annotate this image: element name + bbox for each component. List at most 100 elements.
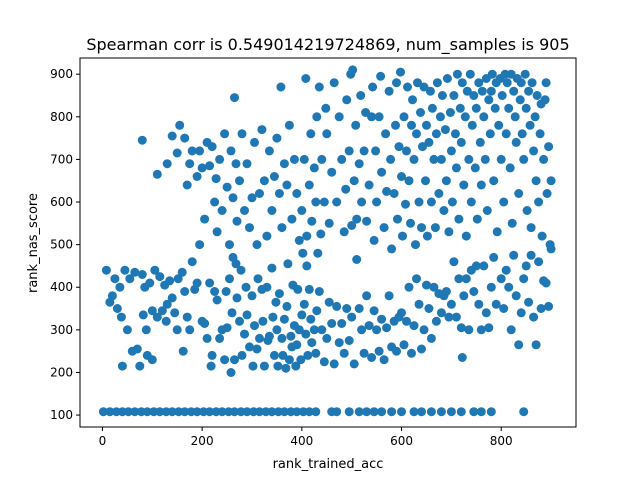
data-point-102 (206, 361, 216, 371)
data-point-258 (526, 250, 536, 260)
data-point-99 (200, 319, 210, 328)
data-point-78 (152, 312, 162, 322)
data-point-350 (347, 221, 357, 230)
data-point-195 (369, 306, 379, 316)
data-point-9 (155, 407, 165, 417)
data-point-178 (327, 319, 337, 328)
data-point-52 (486, 407, 496, 417)
data-point-97 (195, 240, 205, 250)
data-point-366 (372, 197, 382, 207)
data-point-312 (272, 133, 282, 143)
data-point-123 (242, 310, 252, 320)
data-point-285 (211, 174, 221, 184)
data-point-70 (138, 310, 148, 320)
data-point-321 (292, 189, 302, 198)
data-point-190 (357, 325, 367, 335)
data-point-448 (479, 112, 489, 122)
data-point-1 (105, 407, 115, 417)
data-point-193 (364, 321, 374, 331)
data-point-469 (505, 163, 515, 173)
data-point-38 (354, 407, 364, 417)
data-point-240 (479, 261, 489, 271)
data-point-116 (231, 259, 241, 269)
data-point-0 (98, 407, 108, 417)
chart-title: Spearman corr is 0.549014219724869, num_… (86, 35, 569, 55)
data-point-186 (347, 312, 357, 322)
data-point-486 (526, 223, 536, 233)
data-point-278 (195, 146, 205, 156)
data-point-181 (334, 338, 344, 348)
y-tick-label-100: 100 (50, 408, 73, 422)
data-point-160 (297, 310, 307, 320)
data-point-84 (165, 276, 175, 286)
data-point-29 (279, 407, 289, 417)
data-point-293 (228, 193, 238, 203)
data-point-229 (454, 274, 464, 284)
data-point-379 (393, 214, 402, 224)
data-point-147 (281, 363, 291, 373)
data-point-383 (398, 231, 407, 241)
data-point-308 (262, 231, 272, 241)
data-point-219 (429, 282, 439, 292)
data-point-347 (342, 95, 352, 105)
data-point-279 (197, 163, 207, 173)
data-point-51 (476, 407, 486, 417)
data-point-319 (287, 214, 297, 224)
data-point-213 (414, 299, 424, 309)
data-point-62 (120, 265, 130, 275)
data-point-36 (332, 407, 342, 417)
data-point-454 (486, 86, 496, 96)
data-point-432 (459, 180, 469, 190)
data-point-387 (403, 82, 412, 92)
data-point-468 (504, 103, 514, 113)
data-point-167 (306, 314, 316, 324)
data-point-183 (339, 348, 349, 358)
data-point-117 (232, 293, 242, 303)
data-point-497 (540, 95, 550, 105)
data-point-251 (509, 250, 519, 260)
data-point-345 (339, 227, 349, 237)
data-point-173 (314, 287, 324, 296)
x-tick-label-200: 200 (191, 434, 214, 448)
data-point-19 (217, 407, 227, 417)
data-point-331 (311, 197, 321, 207)
data-point-92 (182, 312, 192, 322)
data-point-260 (531, 340, 541, 350)
data-point-11 (167, 407, 177, 417)
data-point-502 (546, 176, 556, 186)
data-point-298 (237, 129, 247, 139)
data-point-484 (524, 86, 534, 96)
data-point-338 (322, 129, 332, 139)
data-point-33 (304, 407, 314, 417)
data-point-185 (344, 336, 354, 345)
data-point-262 (536, 304, 546, 313)
data-point-242 (484, 323, 494, 333)
data-point-168 (307, 338, 317, 348)
data-point-314 (276, 82, 286, 92)
x-axis-ticks: 0 200 400 600 800 (99, 427, 513, 448)
x-tick-label-0: 0 (99, 434, 107, 448)
data-point-406 (426, 197, 436, 207)
data-point-456 (489, 176, 499, 186)
data-point-191 (359, 348, 369, 358)
data-point-386 (402, 146, 411, 156)
data-point-157 (293, 284, 303, 294)
data-point-101 (205, 278, 215, 288)
data-point-380 (394, 142, 404, 152)
data-point-441 (470, 163, 480, 173)
data-point-411 (432, 78, 442, 88)
data-point-490 (531, 176, 541, 186)
data-point-336 (319, 197, 329, 207)
data-point-253 (514, 340, 524, 350)
data-point-447 (477, 86, 487, 96)
data-point-408 (429, 154, 439, 164)
data-point-179 (329, 359, 339, 369)
data-point-124 (245, 342, 254, 352)
data-point-413 (435, 112, 445, 122)
data-point-409 (430, 223, 440, 233)
data-point-399 (418, 142, 427, 152)
data-point-224 (441, 287, 451, 296)
data-point-137 (267, 263, 277, 273)
data-point-245 (491, 299, 501, 309)
